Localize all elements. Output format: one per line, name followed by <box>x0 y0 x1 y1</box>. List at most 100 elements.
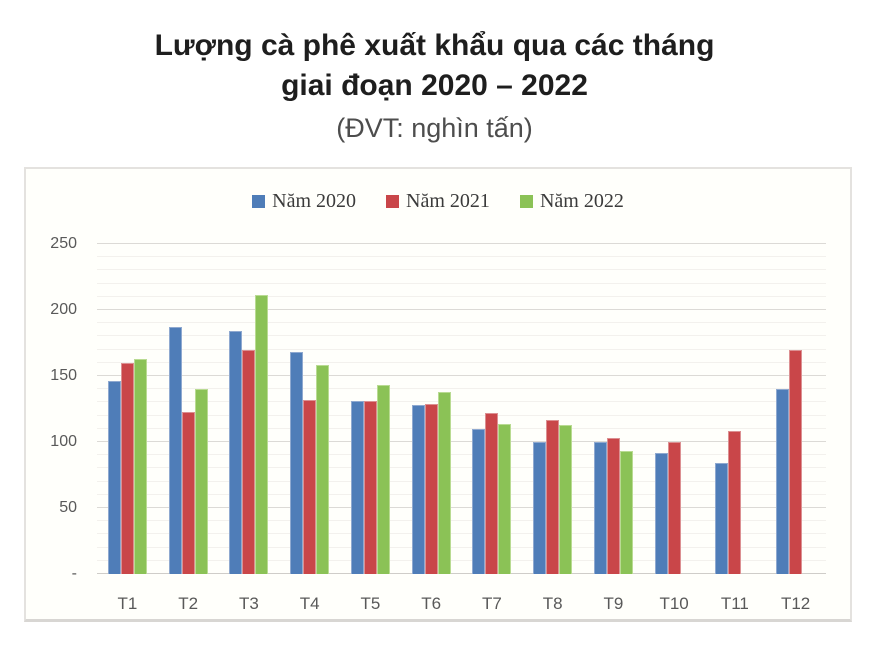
bar-t9-nam-2021 <box>606 438 620 574</box>
bar-slot-t9-nam-2021 <box>606 438 620 574</box>
gridline-minor-90 <box>97 454 826 456</box>
bar-slot-t3-nam-2022 <box>255 295 269 574</box>
y-tick-150: 150 <box>50 367 77 384</box>
gridline-minor-60 <box>97 493 826 495</box>
gridline-minor-140 <box>97 388 826 390</box>
x-tick-t11: T11 <box>720 594 749 613</box>
bar-t12-nam-2021 <box>789 349 803 574</box>
bar-slot-t3-nam-2020 <box>229 331 243 574</box>
bar-slot-t1-nam-2021 <box>120 362 134 574</box>
bar-cluster-t6 <box>411 244 451 574</box>
bar-slot-t10-nam-2020 <box>654 452 668 574</box>
bar-cluster-t8 <box>533 244 573 574</box>
gridline-minor-220 <box>97 282 826 284</box>
chart-title-line1: Lượng cà phê xuất khẩu qua các tháng <box>154 29 715 62</box>
bar-cluster-t12 <box>776 244 815 574</box>
bar-t10-nam-2021 <box>667 442 681 574</box>
y-tick-50: 50 <box>59 499 77 516</box>
bar-group-t12: T12 <box>765 244 826 613</box>
bar-t6-nam-2020 <box>411 405 425 574</box>
bar-slot-t5-nam-2020 <box>350 401 364 574</box>
bar-t4-nam-2020 <box>290 352 304 574</box>
bar-slot-t5-nam-2021 <box>363 401 377 574</box>
gridline-minor-80 <box>97 467 826 469</box>
bar-group-t8: T8 <box>522 244 583 613</box>
bar-group-t5: T5 <box>340 244 401 613</box>
bar-slot-t4-nam-2021 <box>303 399 317 574</box>
gridline-minor-10 <box>97 559 826 561</box>
chart-title-line2: giai đoạn 2020 – 2022 <box>281 69 588 102</box>
x-tick-t10: T10 <box>659 594 689 613</box>
gridline-minor-110 <box>97 427 826 429</box>
bar-slot-t11-nam-2020 <box>715 463 729 574</box>
bar-slot-t4-nam-2020 <box>290 352 304 574</box>
legend-item-nam-2021: Năm 2021 <box>386 191 490 211</box>
bar-group-t3: T3 <box>219 244 280 613</box>
chart-legend: Năm 2020 Năm 2021 Năm 2022 <box>26 190 850 212</box>
bar-t5-nam-2020 <box>350 401 364 574</box>
gridline-major-150 <box>97 375 826 376</box>
bar-group-t11: T11 <box>705 244 766 613</box>
bar-t7-nam-2020 <box>472 428 486 574</box>
bar-group-t10: T10 <box>644 244 705 613</box>
bar-slot-t6-nam-2022 <box>437 391 451 574</box>
bar-t2-nam-2020 <box>168 327 182 574</box>
gridline-minor-30 <box>97 533 826 535</box>
bar-slot-t7-nam-2021 <box>485 412 499 574</box>
title-block: Lượng cà phê xuất khẩu qua các tháng gia… <box>0 0 869 146</box>
gridline-minor-130 <box>97 401 826 403</box>
bar-cluster-t7 <box>472 244 512 574</box>
y-axis-labels: - 50 100 150 200 250 <box>26 235 97 582</box>
bar-slot-t7-nam-2022 <box>498 423 512 574</box>
x-tick-t12: T12 <box>780 594 811 613</box>
bar-slot-t2-nam-2020 <box>168 327 182 574</box>
bar-slot-t6-nam-2020 <box>411 405 425 574</box>
legend-item-nam-2020: Năm 2020 <box>252 191 356 211</box>
bar-t11-nam-2021 <box>728 431 742 574</box>
gridline-minor-20 <box>97 546 826 548</box>
bar-t5-nam-2021 <box>363 401 377 574</box>
x-tick-t4: T4 <box>299 594 320 613</box>
bar-cluster-t3 <box>229 244 269 574</box>
bar-slot-t11-nam-2021 <box>728 431 742 574</box>
bar-t3-nam-2022 <box>255 295 269 574</box>
bar-group-t2: T2 <box>158 244 219 613</box>
gridline-major-50 <box>97 507 826 508</box>
legend-swatch-nam-2022 <box>519 194 533 208</box>
gridline-minor-230 <box>97 269 826 271</box>
bar-group-t1: T1 <box>97 244 158 613</box>
bar-t8-nam-2022 <box>559 424 573 574</box>
bar-t7-nam-2021 <box>485 412 499 574</box>
bar-cluster-t9 <box>593 244 633 574</box>
y-tick-200: 200 <box>50 301 77 318</box>
legend-swatch-nam-2020 <box>252 194 266 208</box>
bar-t3-nam-2021 <box>242 349 256 574</box>
bar-groups: T1 T2 T3 T4 T5 T6 T7 T8 T9 T10 T11 T12 <box>97 244 826 613</box>
bar-slot-t9-nam-2020 <box>593 442 607 574</box>
x-tick-t1: T1 <box>117 594 138 613</box>
bar-slot-t5-nam-2022 <box>376 385 390 574</box>
bar-t1-nam-2022 <box>133 358 147 574</box>
bar-cluster-t4 <box>290 244 330 574</box>
bar-t12-nam-2020 <box>776 389 790 574</box>
legend-label-nam-2020: Năm 2020 <box>272 190 357 212</box>
bar-t9-nam-2022 <box>619 451 633 574</box>
gridline-minor-170 <box>97 348 826 350</box>
x-tick-t3: T3 <box>238 594 259 613</box>
bar-slot-t2-nam-2021 <box>181 411 195 574</box>
bar-slot-t9-nam-2022 <box>619 451 633 574</box>
bar-t2-nam-2022 <box>194 389 208 574</box>
bar-group-t6: T6 <box>401 244 462 613</box>
gridline-minor-190 <box>97 322 826 324</box>
bar-slot-t8-nam-2022 <box>559 424 573 574</box>
gridline-major-250 <box>97 243 826 244</box>
bar-t8-nam-2020 <box>533 442 547 574</box>
x-tick-t7: T7 <box>481 594 502 613</box>
bar-slot-t6-nam-2021 <box>424 403 438 574</box>
gridline-minor-210 <box>97 295 826 297</box>
plot-area: T1 T2 T3 T4 T5 T6 T7 T8 T9 T10 T11 T12 <box>97 243 826 613</box>
bar-group-t7: T7 <box>462 244 523 613</box>
x-tick-t6: T6 <box>421 594 442 613</box>
bar-t1-nam-2021 <box>120 362 134 574</box>
